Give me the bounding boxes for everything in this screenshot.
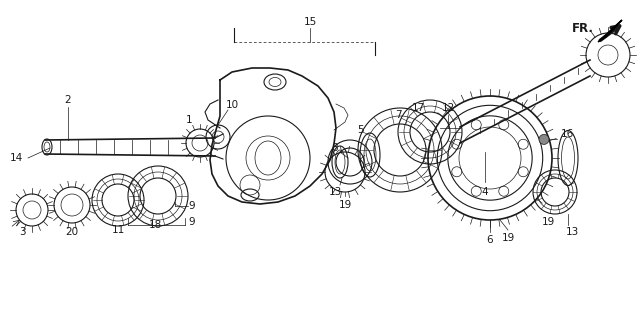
Text: 1: 1 — [186, 115, 192, 125]
Text: 5: 5 — [356, 125, 364, 135]
Text: 13: 13 — [328, 187, 342, 197]
Text: 8: 8 — [332, 143, 339, 153]
Text: 4: 4 — [482, 187, 488, 197]
Text: 16: 16 — [561, 129, 573, 140]
Text: 3: 3 — [19, 227, 26, 237]
Text: FR.: FR. — [572, 21, 594, 34]
Text: 20: 20 — [65, 227, 79, 237]
Polygon shape — [598, 20, 622, 42]
Text: 15: 15 — [303, 17, 317, 27]
Circle shape — [539, 135, 549, 144]
Text: 13: 13 — [565, 227, 579, 237]
Text: 19: 19 — [339, 200, 351, 210]
Text: 14: 14 — [10, 153, 22, 163]
Text: 2: 2 — [65, 95, 71, 105]
Text: 6: 6 — [486, 235, 493, 245]
Text: 19: 19 — [501, 233, 515, 243]
Text: 18: 18 — [148, 220, 162, 230]
Text: 7: 7 — [395, 110, 401, 120]
Text: 11: 11 — [111, 225, 125, 235]
Text: 9: 9 — [189, 217, 195, 227]
Text: 19: 19 — [541, 217, 555, 227]
Text: 10: 10 — [225, 100, 239, 110]
Text: 17: 17 — [412, 103, 424, 113]
Text: 9: 9 — [189, 201, 195, 211]
Text: 12: 12 — [442, 103, 454, 113]
